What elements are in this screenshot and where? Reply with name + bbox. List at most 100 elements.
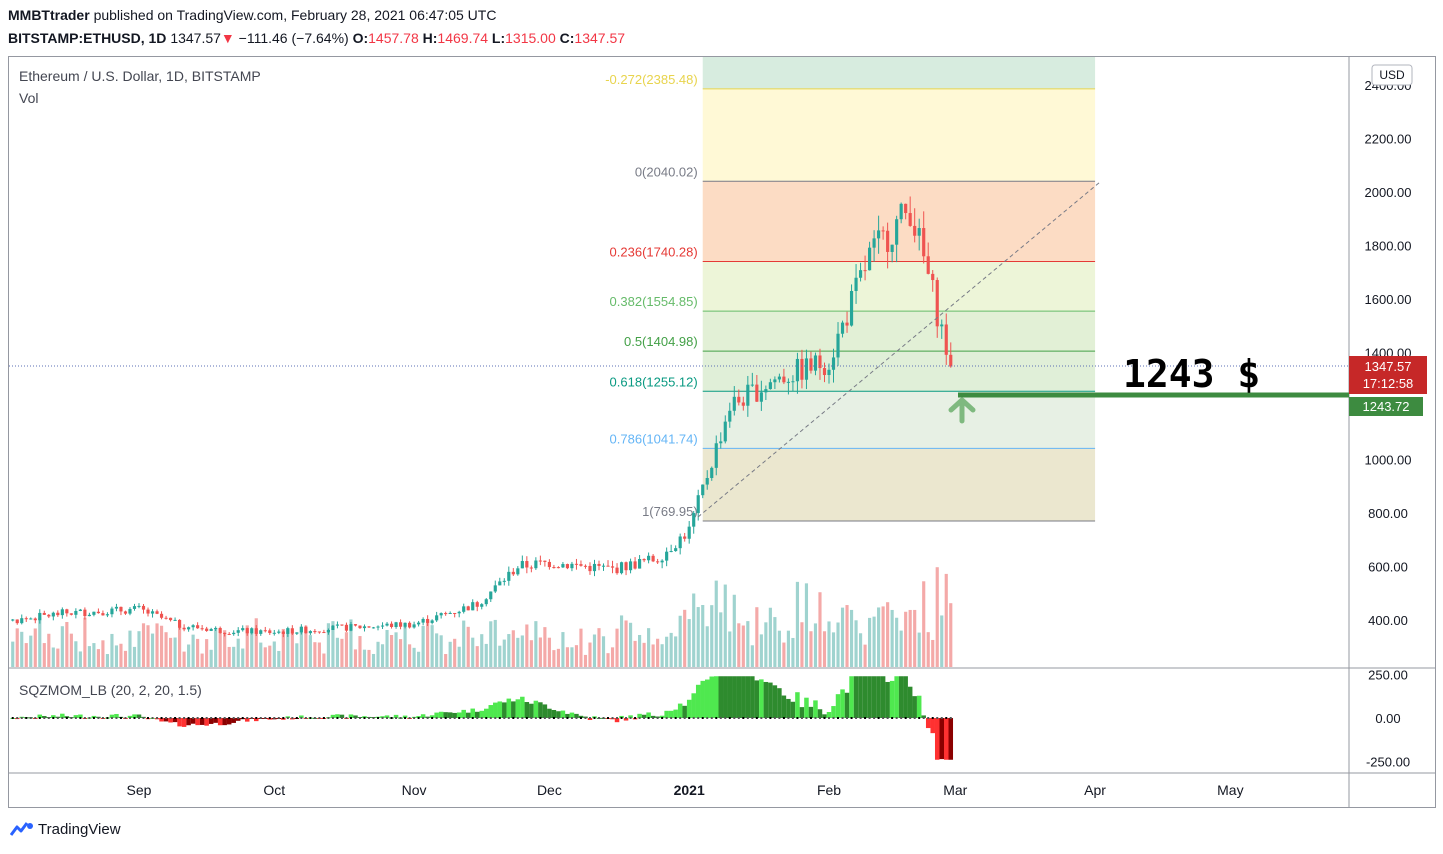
candle-body[interactable] xyxy=(295,632,299,634)
candle-body[interactable] xyxy=(308,631,312,634)
candle-body[interactable] xyxy=(899,203,903,220)
candle-body[interactable] xyxy=(60,609,64,616)
candle-body[interactable] xyxy=(51,612,55,617)
candle-body[interactable] xyxy=(137,605,141,607)
candle-body[interactable] xyxy=(836,333,840,358)
candle-body[interactable] xyxy=(218,627,222,633)
candle-body[interactable] xyxy=(890,244,894,252)
candle-body[interactable] xyxy=(164,617,168,619)
candle-body[interactable] xyxy=(750,384,754,386)
candle-body[interactable] xyxy=(782,376,786,383)
candle-body[interactable] xyxy=(259,630,263,634)
candle-body[interactable] xyxy=(29,618,33,620)
candle-body[interactable] xyxy=(331,625,335,630)
candle-body[interactable] xyxy=(556,567,560,569)
candle-body[interactable] xyxy=(146,609,150,614)
candle-body[interactable] xyxy=(457,611,461,614)
candle-body[interactable] xyxy=(633,561,637,569)
candle-body[interactable] xyxy=(168,617,173,621)
candle-body[interactable] xyxy=(119,606,123,612)
candle-body[interactable] xyxy=(196,625,200,629)
candle-body[interactable] xyxy=(913,225,917,236)
candle-body[interactable] xyxy=(326,629,330,633)
candle-body[interactable] xyxy=(940,324,944,327)
candle-body[interactable] xyxy=(191,625,195,628)
candle-body[interactable] xyxy=(723,421,727,442)
candle-body[interactable] xyxy=(475,602,479,607)
candle-body[interactable] xyxy=(764,389,768,393)
candle-body[interactable] xyxy=(926,256,930,274)
candle-body[interactable] xyxy=(69,613,73,615)
candle-body[interactable] xyxy=(439,613,443,616)
candle-body[interactable] xyxy=(795,358,800,382)
candle-body[interactable] xyxy=(610,566,615,568)
candle-body[interactable] xyxy=(714,443,718,468)
candle-body[interactable] xyxy=(83,609,87,617)
candle-body[interactable] xyxy=(178,619,182,628)
candle-body[interactable] xyxy=(696,495,700,514)
candle-body[interactable] xyxy=(462,606,466,612)
candle-body[interactable] xyxy=(583,565,588,567)
candle-body[interactable] xyxy=(705,478,709,485)
candle-body[interactable] xyxy=(624,562,628,571)
candle-body[interactable] xyxy=(182,627,186,630)
candle-body[interactable] xyxy=(20,618,24,624)
candle-body[interactable] xyxy=(403,622,407,627)
candle-body[interactable] xyxy=(935,280,939,327)
candle-body[interactable] xyxy=(638,559,642,569)
candle-body[interactable] xyxy=(367,626,371,628)
candle-body[interactable] xyxy=(250,628,254,634)
candle-body[interactable] xyxy=(674,548,678,552)
candle-body[interactable] xyxy=(92,611,96,615)
candle-body[interactable] xyxy=(227,633,231,635)
candle-body[interactable] xyxy=(628,561,633,571)
candle-body[interactable] xyxy=(349,624,353,631)
candle-body[interactable] xyxy=(78,609,82,611)
candle-body[interactable] xyxy=(547,561,551,568)
candle-body[interactable] xyxy=(511,571,515,575)
candle-body[interactable] xyxy=(516,568,520,575)
candle-body[interactable] xyxy=(895,219,899,245)
candle-body[interactable] xyxy=(665,551,669,561)
candle-body[interactable] xyxy=(398,622,403,627)
candle-body[interactable] xyxy=(335,624,340,626)
candle-body[interactable] xyxy=(290,628,294,634)
candle-body[interactable] xyxy=(155,611,159,614)
candle-body[interactable] xyxy=(114,606,119,609)
candle-body[interactable] xyxy=(692,513,696,527)
candle-body[interactable] xyxy=(827,369,831,376)
candle-body[interactable] xyxy=(417,622,421,625)
candle-body[interactable] xyxy=(205,628,209,631)
candle-body[interactable] xyxy=(755,384,759,402)
candle-body[interactable] xyxy=(737,396,741,403)
candle-body[interactable] xyxy=(534,560,538,569)
candle-body[interactable] xyxy=(701,484,705,496)
candle-body[interactable] xyxy=(466,606,470,611)
candle-body[interactable] xyxy=(245,628,249,634)
candle-body[interactable] xyxy=(353,624,358,626)
candle-body[interactable] xyxy=(849,290,854,326)
candle-body[interactable] xyxy=(520,561,524,569)
candle-body[interactable] xyxy=(33,618,37,621)
candle-body[interactable] xyxy=(917,228,921,236)
candle-body[interactable] xyxy=(223,632,227,634)
candle-body[interactable] xyxy=(813,355,818,371)
candle-body[interactable] xyxy=(209,629,213,631)
candle-body[interactable] xyxy=(944,324,948,355)
candle-body[interactable] xyxy=(840,322,845,334)
candle-body[interactable] xyxy=(56,612,60,616)
candle-body[interactable] xyxy=(538,560,542,562)
candle-body[interactable] xyxy=(822,368,827,376)
candle-body[interactable] xyxy=(15,619,19,624)
candle-body[interactable] xyxy=(304,626,308,634)
candle-body[interactable] xyxy=(818,355,822,369)
candle-body[interactable] xyxy=(380,625,385,627)
candle-body[interactable] xyxy=(187,627,191,630)
candle-body[interactable] xyxy=(448,612,452,614)
candle-body[interactable] xyxy=(732,396,736,411)
candle-body[interactable] xyxy=(105,614,110,616)
candle-body[interactable] xyxy=(615,567,619,574)
candle-body[interactable] xyxy=(38,612,42,621)
candle-body[interactable] xyxy=(430,620,434,623)
candle-body[interactable] xyxy=(200,628,204,630)
